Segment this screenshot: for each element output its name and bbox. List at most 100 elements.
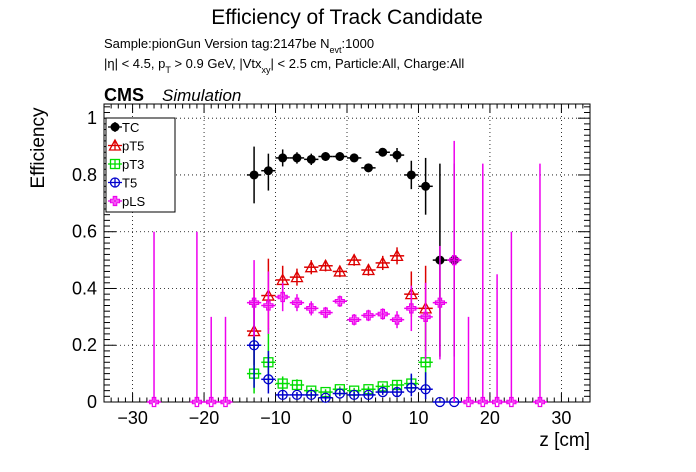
data-point: [261, 350, 276, 394]
data-point: [332, 152, 347, 162]
data-point: [432, 245, 448, 360]
legend: TC pT5 pT3 T5 pLS: [105, 117, 176, 213]
data-point: [304, 260, 319, 275]
legend-marker-pt3: [109, 158, 121, 170]
marker: [263, 166, 273, 176]
data-point: [532, 163, 548, 408]
marker: [349, 314, 360, 325]
marker: [363, 163, 373, 173]
data-point: [389, 311, 405, 329]
grid-lines: [104, 104, 590, 403]
data-point: [318, 152, 333, 162]
data-point: [318, 392, 333, 403]
data-point: [218, 316, 233, 408]
x-axis-label: z [cm]: [539, 430, 590, 451]
data-point: [275, 149, 290, 167]
marker: [463, 396, 474, 408]
subtitle-line2-part-3: xy: [262, 65, 272, 75]
marker: [306, 303, 317, 314]
data-point: [275, 389, 290, 401]
marker: [406, 303, 417, 314]
marker: [377, 308, 388, 320]
marker: [392, 150, 402, 160]
data-point: [347, 253, 362, 266]
y-tick-label: 0.4: [72, 278, 97, 298]
x-tick-label: −30: [117, 408, 148, 428]
data-point: [418, 282, 433, 360]
data-point: [289, 379, 305, 391]
data-point: [289, 389, 305, 401]
marker: [377, 386, 388, 398]
data-point: [404, 373, 419, 397]
marker: [391, 314, 403, 325]
marker: [278, 153, 288, 163]
y-tick-label: 1: [87, 108, 97, 128]
marker: [434, 396, 446, 408]
data-point: [289, 268, 305, 286]
data-point: [318, 258, 333, 272]
data-point: [361, 263, 376, 276]
marker: [434, 297, 446, 308]
marker: [363, 310, 374, 321]
marker: [304, 260, 318, 273]
data-point: [418, 157, 433, 215]
subtitle-line2-part-4: | < 2.5 cm, Particle:All, Charge:All: [271, 56, 465, 71]
data-point: [432, 396, 448, 408]
data-point: [304, 301, 319, 316]
data-point: [404, 285, 419, 332]
series-pls: [146, 140, 548, 408]
data-point: [204, 316, 219, 408]
marker: [277, 389, 288, 401]
data-point: [389, 147, 405, 163]
subtitle-line1-end: :1000: [342, 36, 375, 51]
axes: −30 −20 −10 0 10 20 30 0 0.2 0.4 0.6 0.8 1: [72, 103, 591, 428]
data-point: [489, 274, 505, 408]
data-point: [418, 372, 433, 400]
marker: [291, 389, 303, 401]
data-point: [289, 294, 305, 312]
simulation-label: Simulation: [162, 86, 241, 105]
data-point: [289, 152, 305, 164]
marker: [361, 263, 376, 276]
cms-label: CMS: [104, 85, 144, 105]
data-point: [347, 314, 362, 326]
data-point: [318, 306, 333, 319]
marker: [220, 396, 231, 408]
data-point: [375, 386, 390, 398]
data-point: [447, 140, 462, 402]
data-point: [246, 146, 262, 204]
marker: [378, 147, 388, 157]
data-point: [275, 282, 290, 312]
data-point: [461, 316, 476, 408]
marker: [248, 340, 260, 351]
marker: [348, 389, 360, 401]
data-point: [275, 376, 290, 391]
y-tick-label: 0.2: [72, 335, 97, 355]
series-t5: [246, 296, 462, 408]
marker: [277, 378, 288, 389]
marker: [420, 311, 431, 322]
data-point: [332, 388, 347, 399]
marker: [249, 170, 259, 180]
data-point: [347, 153, 362, 163]
marker: [390, 248, 404, 261]
subtitle-line2-part-0: |η| < 4.5, p: [104, 56, 165, 71]
marker: [406, 382, 417, 393]
data-point: [246, 260, 262, 337]
marker: [248, 297, 260, 308]
marker: [290, 270, 304, 283]
legend-box: [105, 117, 176, 213]
marker: [391, 386, 403, 398]
data-point: [146, 231, 162, 408]
data-point: [189, 231, 205, 408]
marker: [477, 396, 488, 408]
marker: [491, 396, 503, 408]
marker: [376, 256, 390, 269]
marker: [449, 254, 460, 266]
marker: [321, 152, 331, 162]
legend-label-pls: pLS: [122, 194, 145, 209]
y-tick-label: 0.8: [72, 165, 97, 185]
data-point: [389, 386, 405, 398]
y-tick-label: 0.6: [72, 222, 97, 242]
marker: [306, 154, 316, 164]
